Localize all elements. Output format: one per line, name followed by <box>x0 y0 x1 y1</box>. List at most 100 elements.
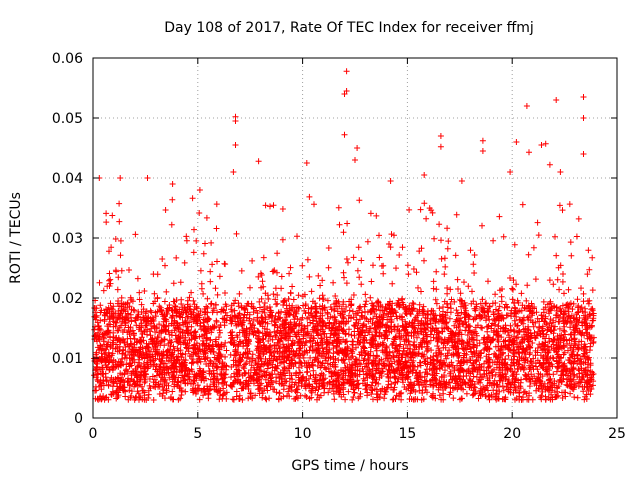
data-point <box>307 319 314 326</box>
data-point <box>469 288 475 295</box>
data-point <box>188 360 195 367</box>
data-point <box>286 383 293 389</box>
data-point <box>584 271 591 278</box>
data-point <box>118 294 125 301</box>
data-point <box>100 287 107 294</box>
data-point <box>352 321 359 328</box>
data-point <box>207 278 214 285</box>
data-point <box>103 210 110 217</box>
data-point <box>574 329 581 336</box>
data-point <box>230 396 237 403</box>
data-point <box>361 363 368 370</box>
data-point <box>341 360 348 367</box>
data-point <box>426 205 433 212</box>
data-point <box>214 342 221 349</box>
data-point <box>440 390 447 397</box>
data-point <box>430 278 437 285</box>
data-point <box>514 322 521 329</box>
data-point <box>169 196 176 203</box>
data-point <box>545 395 552 401</box>
data-point <box>505 352 512 359</box>
data-point <box>96 336 103 343</box>
data-point <box>120 387 127 394</box>
data-point <box>117 237 124 244</box>
data-point <box>102 374 109 381</box>
data-point <box>348 296 355 303</box>
data-point <box>117 252 124 259</box>
data-point <box>395 347 402 354</box>
data-point <box>354 325 361 332</box>
data-point <box>364 392 371 399</box>
data-point <box>212 338 219 345</box>
data-point <box>197 348 204 355</box>
data-point <box>142 345 149 352</box>
data-point <box>135 390 142 397</box>
data-point <box>370 341 377 348</box>
data-point <box>511 353 518 360</box>
data-point <box>204 335 210 342</box>
data-point <box>450 395 457 402</box>
data-point <box>343 256 350 262</box>
data-point <box>257 270 264 277</box>
data-point <box>376 254 383 261</box>
data-point <box>213 364 220 371</box>
data-point <box>546 277 553 284</box>
data-point <box>367 210 374 217</box>
data-point <box>403 332 410 339</box>
data-point <box>443 355 450 362</box>
data-point <box>201 347 208 354</box>
data-point <box>390 349 396 356</box>
data-point <box>449 342 456 349</box>
data-point <box>263 372 270 379</box>
data-point <box>523 346 530 353</box>
data-point <box>427 337 434 344</box>
data-point <box>587 360 594 367</box>
data-point <box>279 332 285 339</box>
data-point <box>134 275 141 282</box>
data-point <box>567 354 574 361</box>
data-point <box>513 313 520 320</box>
data-point <box>146 348 152 355</box>
data-point <box>372 380 379 386</box>
data-point <box>499 314 506 321</box>
data-point <box>297 338 304 345</box>
data-point <box>146 376 153 382</box>
data-point <box>518 290 525 297</box>
data-point <box>107 333 113 340</box>
data-point <box>258 368 264 375</box>
data-point <box>128 349 135 356</box>
data-point <box>304 315 311 322</box>
chart-title: Day 108 of 2017, Rate Of TEC Index for r… <box>164 20 534 36</box>
data-point <box>356 274 363 281</box>
data-point <box>566 201 573 208</box>
data-point <box>208 329 215 336</box>
data-point <box>548 344 555 350</box>
data-point <box>461 279 467 286</box>
data-point <box>431 361 437 368</box>
data-point <box>466 343 473 350</box>
data-point <box>288 341 295 348</box>
data-point <box>168 364 175 371</box>
data-point <box>405 357 412 364</box>
data-point <box>173 357 180 364</box>
data-point <box>567 324 574 331</box>
data-point <box>259 330 266 337</box>
data-point <box>162 376 169 383</box>
data-point <box>285 388 292 395</box>
data-point <box>262 356 269 362</box>
data-point <box>432 296 439 303</box>
data-point <box>410 266 417 272</box>
data-point <box>386 329 393 336</box>
data-point <box>247 284 253 291</box>
data-point <box>390 396 397 403</box>
data-point <box>170 280 177 287</box>
data-point <box>570 300 577 307</box>
data-point <box>543 331 550 338</box>
data-point <box>328 373 335 379</box>
data-point <box>471 390 478 397</box>
data-point <box>367 294 374 301</box>
data-point <box>479 296 486 303</box>
data-point <box>233 230 240 237</box>
data-point <box>185 313 192 320</box>
data-point <box>453 346 460 353</box>
